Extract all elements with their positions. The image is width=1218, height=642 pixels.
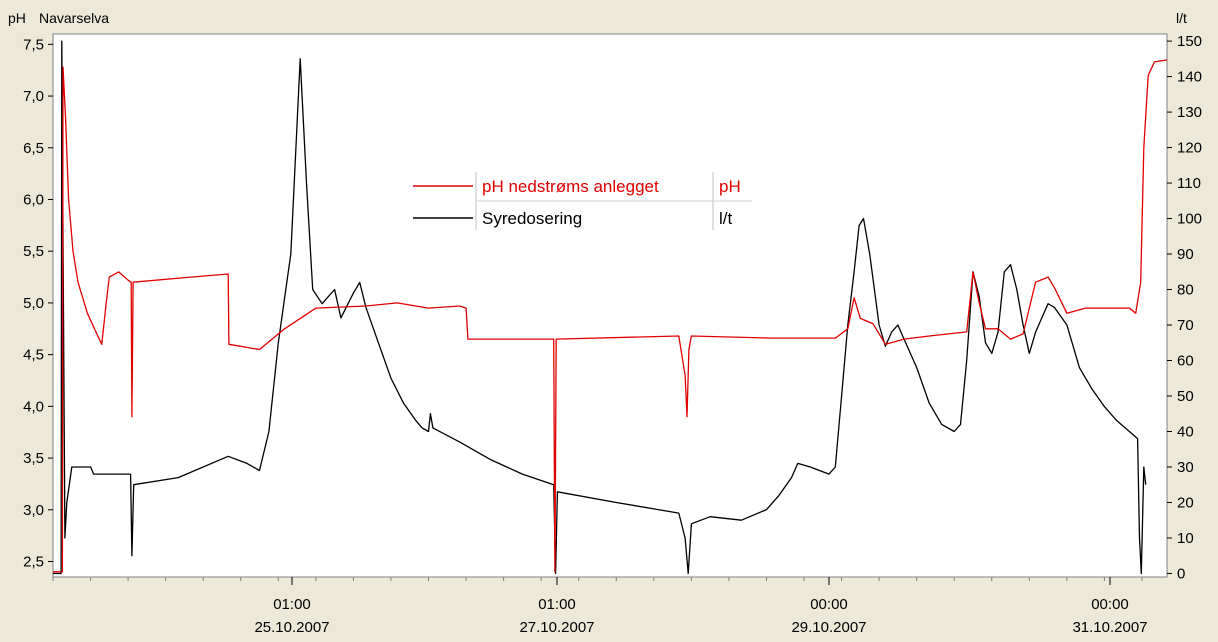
y-right-tick-label: 150 (1177, 33, 1202, 50)
x-tick-time: 01:00 (538, 596, 576, 613)
y-right-tick-label: 110 (1177, 175, 1201, 192)
series-layer (53, 40, 1168, 575)
x-tick-time: 00:00 (1091, 596, 1129, 613)
y-right-tick-label: 50 (1177, 388, 1194, 405)
y-left-tick-label: 5,0 (23, 295, 44, 312)
series-line-ph-nedstr-ms-anlegget (53, 59, 1168, 573)
chart-title: Navarselva (39, 10, 109, 26)
y-left-tick-label: 5,5 (23, 243, 44, 260)
y-right-tick-label: 60 (1177, 353, 1194, 370)
y-left-tick-label: 3,5 (23, 450, 44, 467)
legend-label-ph: pH nedstrøms anlegget (482, 177, 659, 196)
y-left-tick-label: 7,0 (23, 88, 44, 105)
x-tick-date: 31.10.2007 (1072, 619, 1147, 636)
y-right-tick-label: 120 (1177, 140, 1202, 157)
y-left-tick-label: 4,5 (23, 347, 44, 364)
x-tick-date: 25.10.2007 (254, 619, 329, 636)
y-right-tick-label: 40 (1177, 423, 1194, 440)
y-left-tick-label: 3,0 (23, 502, 44, 519)
y-right-tick-label: 100 (1177, 211, 1202, 228)
legend-label-syre: Syredosering (482, 209, 582, 228)
y-left-tick-label: 6,0 (23, 191, 44, 208)
y-left-tick-label: 4,0 (23, 398, 44, 415)
y-right-tick-label: 0 (1177, 565, 1185, 582)
legend-unit-ph: pH (719, 177, 741, 196)
y-left-tick-label: 6,5 (23, 140, 44, 157)
y-right-tick-label: 130 (1177, 104, 1202, 121)
y-left-unit-label: pH (8, 10, 26, 26)
x-axis: 01:00 25.10.2007 01:00 27.10.2007 00:00 29.10… (52, 577, 1148, 636)
x-tick-date: 29.10.2007 (791, 619, 866, 636)
x-tick-time: 00:00 (810, 596, 848, 613)
y-left-tick-label: 2,5 (23, 553, 44, 570)
x-tick-date: 27.10.2007 (519, 619, 594, 636)
y-left-tick-label: 7,5 (23, 36, 44, 53)
y-left-axis: 7,5 7,0 6,5 6,0 5,5 5,0 4,5 4,0 3,5 3,0 2,5 (23, 36, 53, 570)
y-right-tick-label: 90 (1177, 246, 1194, 263)
plot-area (52, 33, 1168, 578)
legend-unit-syre: l/t (719, 209, 733, 228)
series-line-syredosering (53, 40, 1147, 575)
y-right-tick-label: 20 (1177, 494, 1194, 511)
y-right-tick-label: 10 (1177, 530, 1194, 547)
y-right-tick-label: 140 (1177, 69, 1202, 86)
y-right-tick-label: 80 (1177, 282, 1194, 299)
x-tick-time: 01:00 (273, 596, 311, 613)
y-right-unit-label: l/t (1176, 10, 1187, 26)
y-right-tick-label: 70 (1177, 317, 1194, 334)
legend: pH nedstrøms anlegget pH Syredosering l/… (413, 170, 753, 232)
y-right-tick-label: 30 (1177, 459, 1194, 476)
